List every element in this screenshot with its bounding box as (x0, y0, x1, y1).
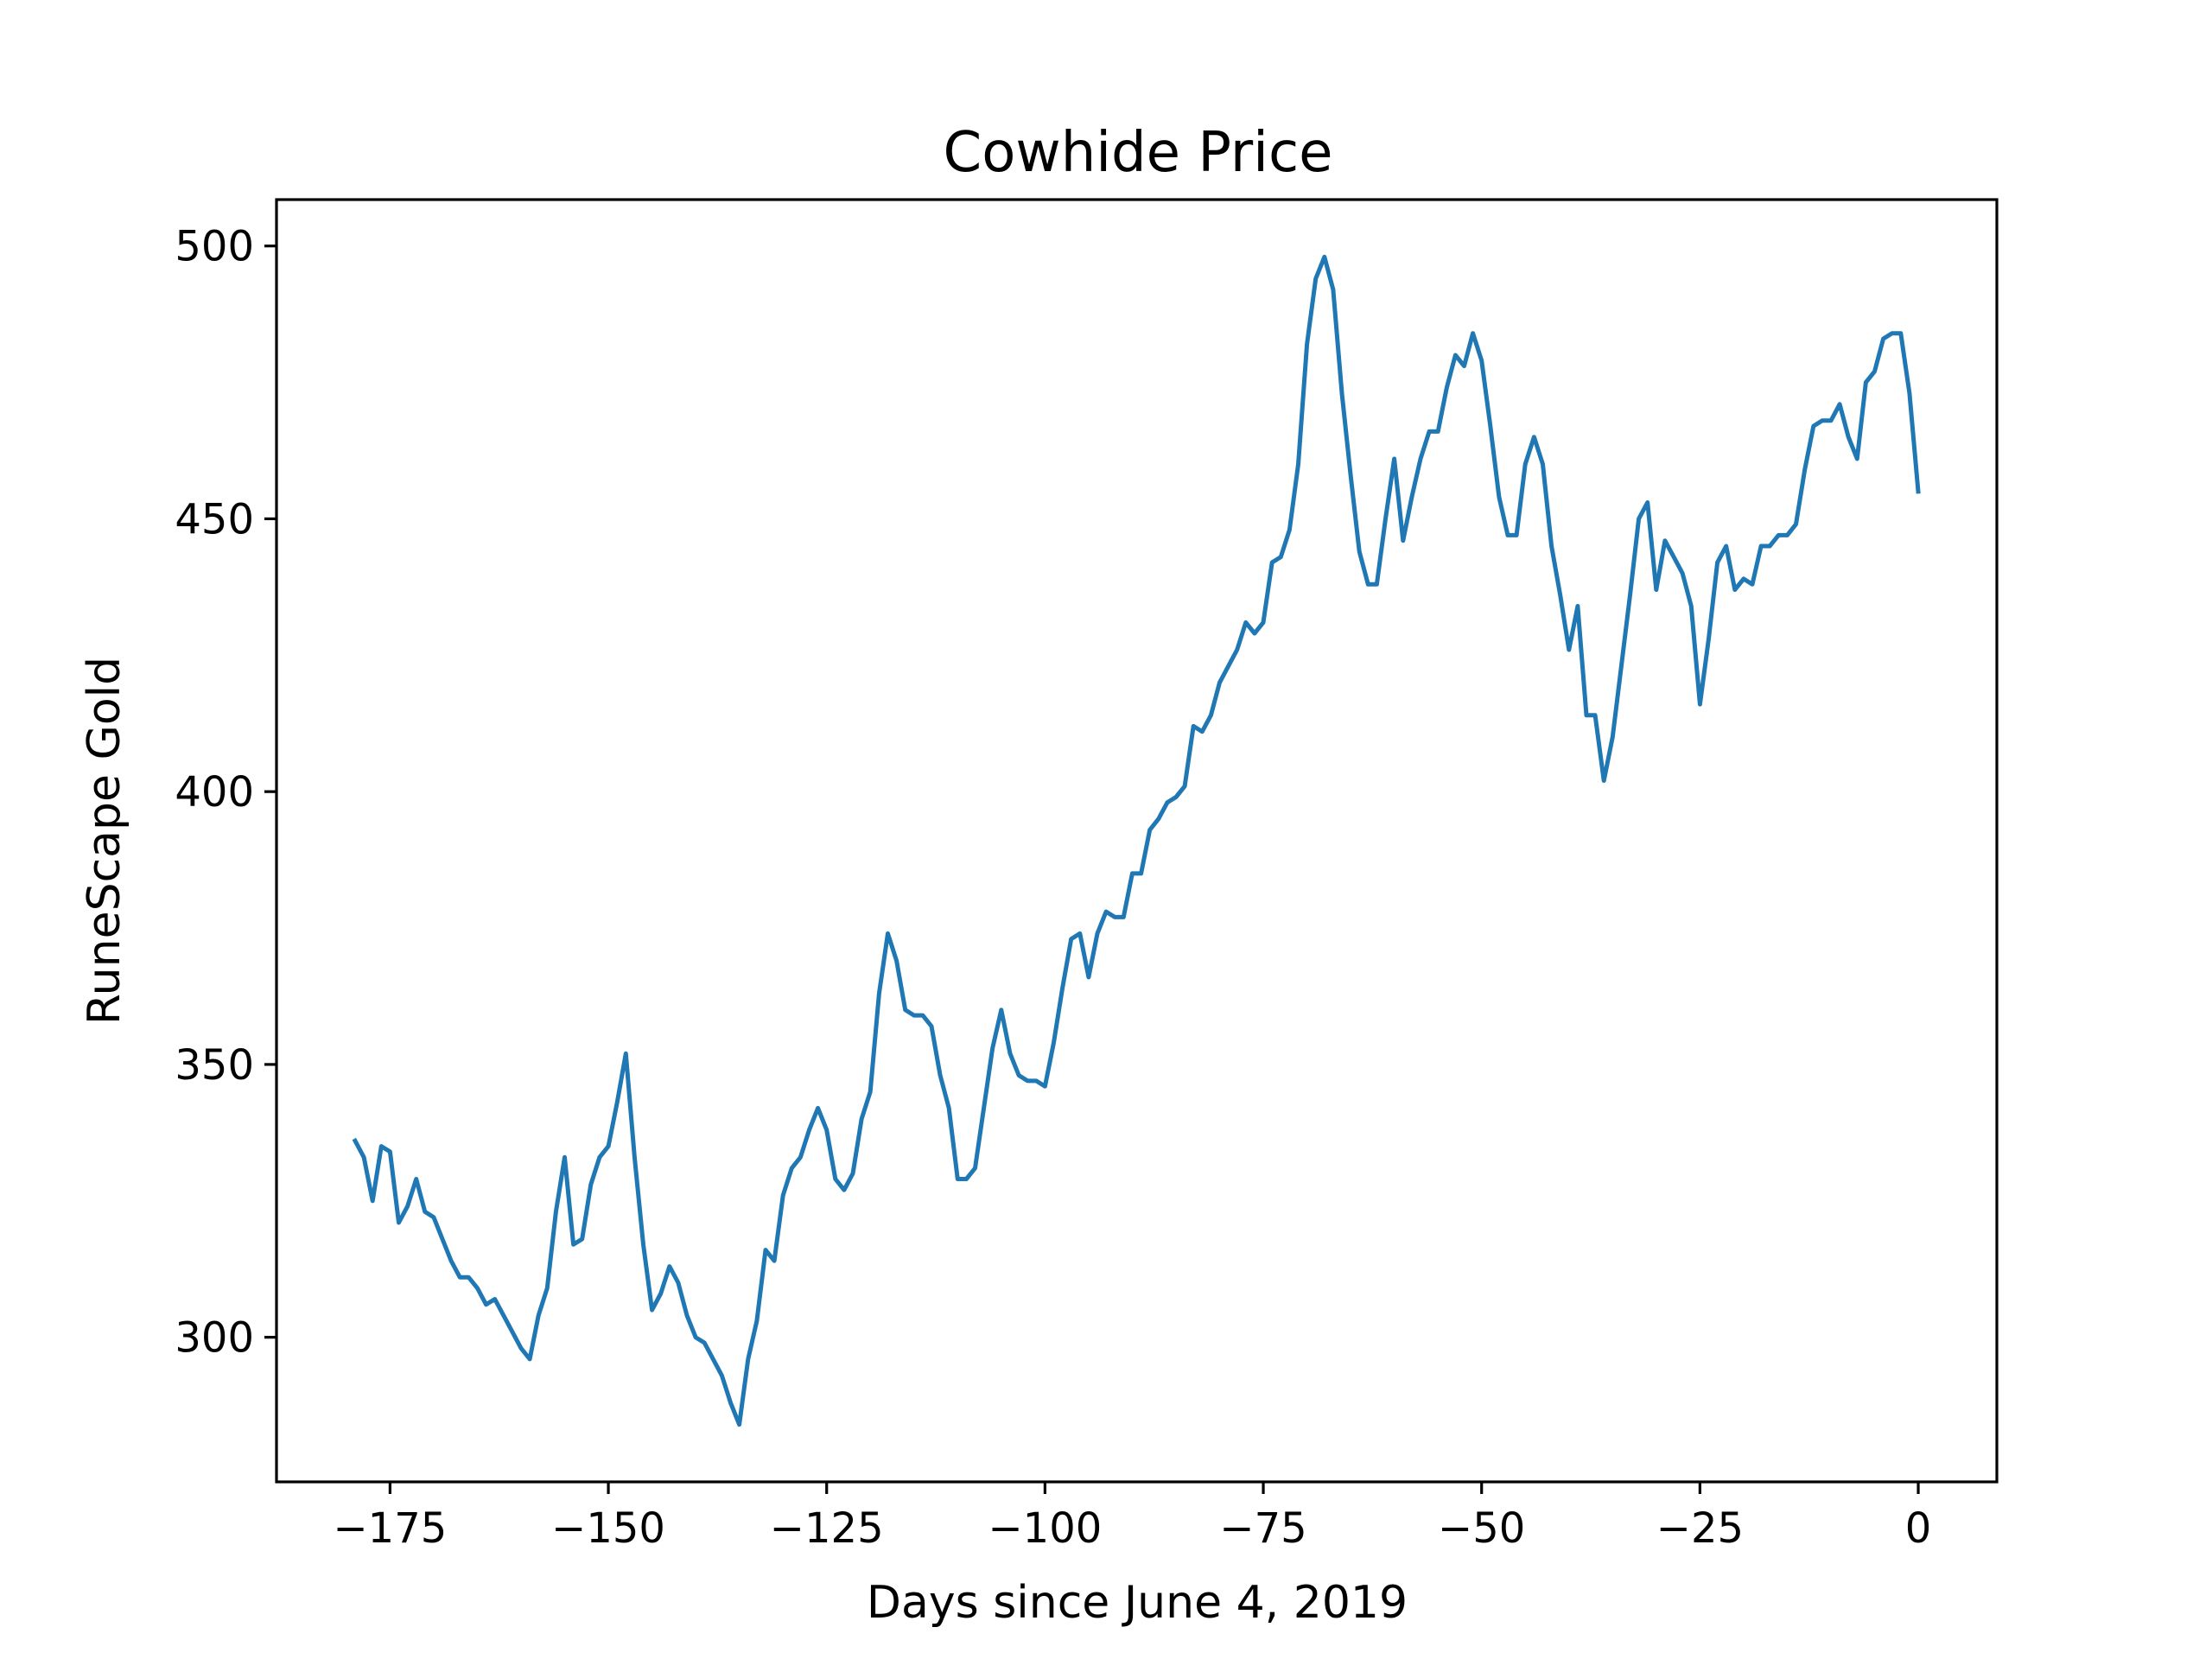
x-tick-label: −25 (1656, 1504, 1744, 1553)
series-line-1 (352, 254, 1921, 1427)
y-axis-label: RuneScape Gold (79, 657, 130, 1025)
y-tick-label: 400 (175, 768, 254, 817)
x-axis-label: Days since June 4, 2019 (867, 1577, 1408, 1629)
y-tick-label: 300 (175, 1314, 254, 1363)
x-tick-label: −75 (1219, 1504, 1306, 1553)
x-tick-label: −175 (333, 1504, 447, 1553)
plot-area (352, 254, 1921, 1427)
x-tick-label: −100 (988, 1504, 1102, 1553)
axes-frame (275, 198, 1999, 1484)
x-tick-label: −125 (770, 1504, 884, 1553)
y-tick-label: 500 (175, 223, 254, 271)
y-tick-label: 450 (175, 495, 254, 543)
x-axis: −175 −150 −125 −100 −75 −50 −25 0 (333, 1482, 1931, 1553)
x-tick-label: 0 (1905, 1504, 1932, 1553)
x-tick-label: −50 (1438, 1504, 1525, 1553)
y-tick-label: 350 (175, 1041, 254, 1090)
y-axis: 300 350 400 450 500 (175, 223, 276, 1363)
chart-title: Cowhide Price (944, 121, 1333, 185)
x-tick-label: −150 (551, 1504, 665, 1553)
